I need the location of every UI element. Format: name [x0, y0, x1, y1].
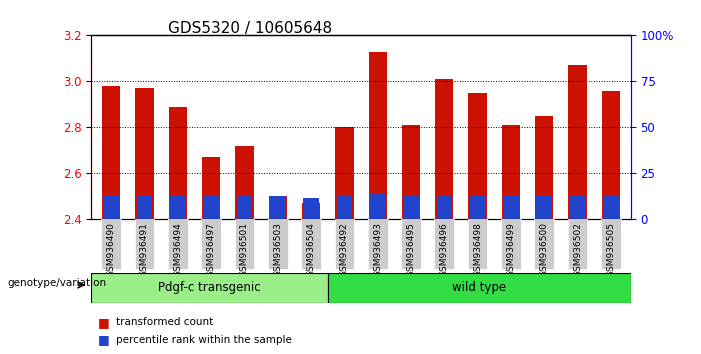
- Bar: [202, 158, 220, 219]
- Text: percentile rank within the sample: percentile rank within the sample: [116, 335, 292, 345]
- FancyBboxPatch shape: [168, 219, 188, 269]
- FancyBboxPatch shape: [368, 219, 388, 269]
- Bar: [237, 195, 252, 219]
- Bar: [403, 195, 418, 219]
- FancyBboxPatch shape: [201, 219, 221, 269]
- Bar: [369, 52, 387, 219]
- Text: GDS5320 / 10605648: GDS5320 / 10605648: [168, 21, 332, 36]
- FancyBboxPatch shape: [268, 219, 287, 269]
- Text: genotype/variation: genotype/variation: [7, 278, 106, 288]
- FancyBboxPatch shape: [327, 273, 631, 303]
- Text: GSM936502: GSM936502: [573, 222, 582, 277]
- Bar: [268, 196, 287, 219]
- Text: ■: ■: [98, 333, 110, 346]
- Text: GSM936492: GSM936492: [340, 222, 349, 277]
- Bar: [370, 193, 386, 219]
- Bar: [236, 146, 254, 219]
- Bar: [402, 125, 420, 219]
- Bar: [603, 195, 619, 219]
- Bar: [137, 195, 152, 219]
- Text: GSM936499: GSM936499: [506, 222, 515, 277]
- Text: GSM936490: GSM936490: [107, 222, 116, 277]
- FancyBboxPatch shape: [334, 219, 354, 269]
- Bar: [170, 195, 186, 219]
- Bar: [270, 196, 285, 219]
- FancyBboxPatch shape: [235, 219, 254, 269]
- Bar: [570, 195, 585, 219]
- Bar: [203, 196, 219, 219]
- Bar: [569, 65, 587, 219]
- Bar: [468, 93, 486, 219]
- Text: GSM936500: GSM936500: [540, 222, 549, 277]
- Text: GSM936505: GSM936505: [606, 222, 615, 277]
- Bar: [169, 107, 187, 219]
- Bar: [102, 86, 121, 219]
- Text: GSM936503: GSM936503: [273, 222, 283, 277]
- Bar: [103, 195, 119, 219]
- Bar: [302, 203, 320, 219]
- Bar: [336, 195, 352, 219]
- Bar: [535, 116, 553, 219]
- FancyBboxPatch shape: [568, 219, 587, 269]
- Text: GSM936496: GSM936496: [440, 222, 449, 277]
- Text: GSM936498: GSM936498: [473, 222, 482, 277]
- Text: GSM936494: GSM936494: [173, 222, 182, 277]
- Bar: [304, 198, 319, 219]
- FancyBboxPatch shape: [435, 219, 454, 269]
- Text: GSM936493: GSM936493: [373, 222, 382, 277]
- FancyBboxPatch shape: [301, 219, 321, 269]
- Bar: [601, 91, 620, 219]
- Bar: [335, 127, 353, 219]
- Text: ■: ■: [98, 316, 110, 329]
- Text: transformed count: transformed count: [116, 317, 213, 327]
- Bar: [502, 125, 520, 219]
- FancyBboxPatch shape: [601, 219, 621, 269]
- FancyBboxPatch shape: [91, 273, 327, 303]
- Bar: [536, 195, 552, 219]
- FancyBboxPatch shape: [534, 219, 554, 269]
- Bar: [503, 196, 519, 219]
- FancyBboxPatch shape: [135, 219, 154, 269]
- Text: Pdgf-c transgenic: Pdgf-c transgenic: [158, 281, 261, 294]
- FancyBboxPatch shape: [468, 219, 487, 269]
- FancyBboxPatch shape: [101, 219, 121, 269]
- Bar: [437, 195, 452, 219]
- Text: wild type: wild type: [452, 281, 506, 294]
- Text: GSM936504: GSM936504: [306, 222, 315, 277]
- Bar: [470, 195, 485, 219]
- FancyBboxPatch shape: [501, 219, 521, 269]
- Text: GSM936501: GSM936501: [240, 222, 249, 277]
- Bar: [435, 79, 454, 219]
- Text: GSM936497: GSM936497: [207, 222, 216, 277]
- FancyBboxPatch shape: [401, 219, 421, 269]
- Bar: [135, 88, 154, 219]
- Text: GSM936495: GSM936495: [407, 222, 416, 277]
- Text: GSM936491: GSM936491: [140, 222, 149, 277]
